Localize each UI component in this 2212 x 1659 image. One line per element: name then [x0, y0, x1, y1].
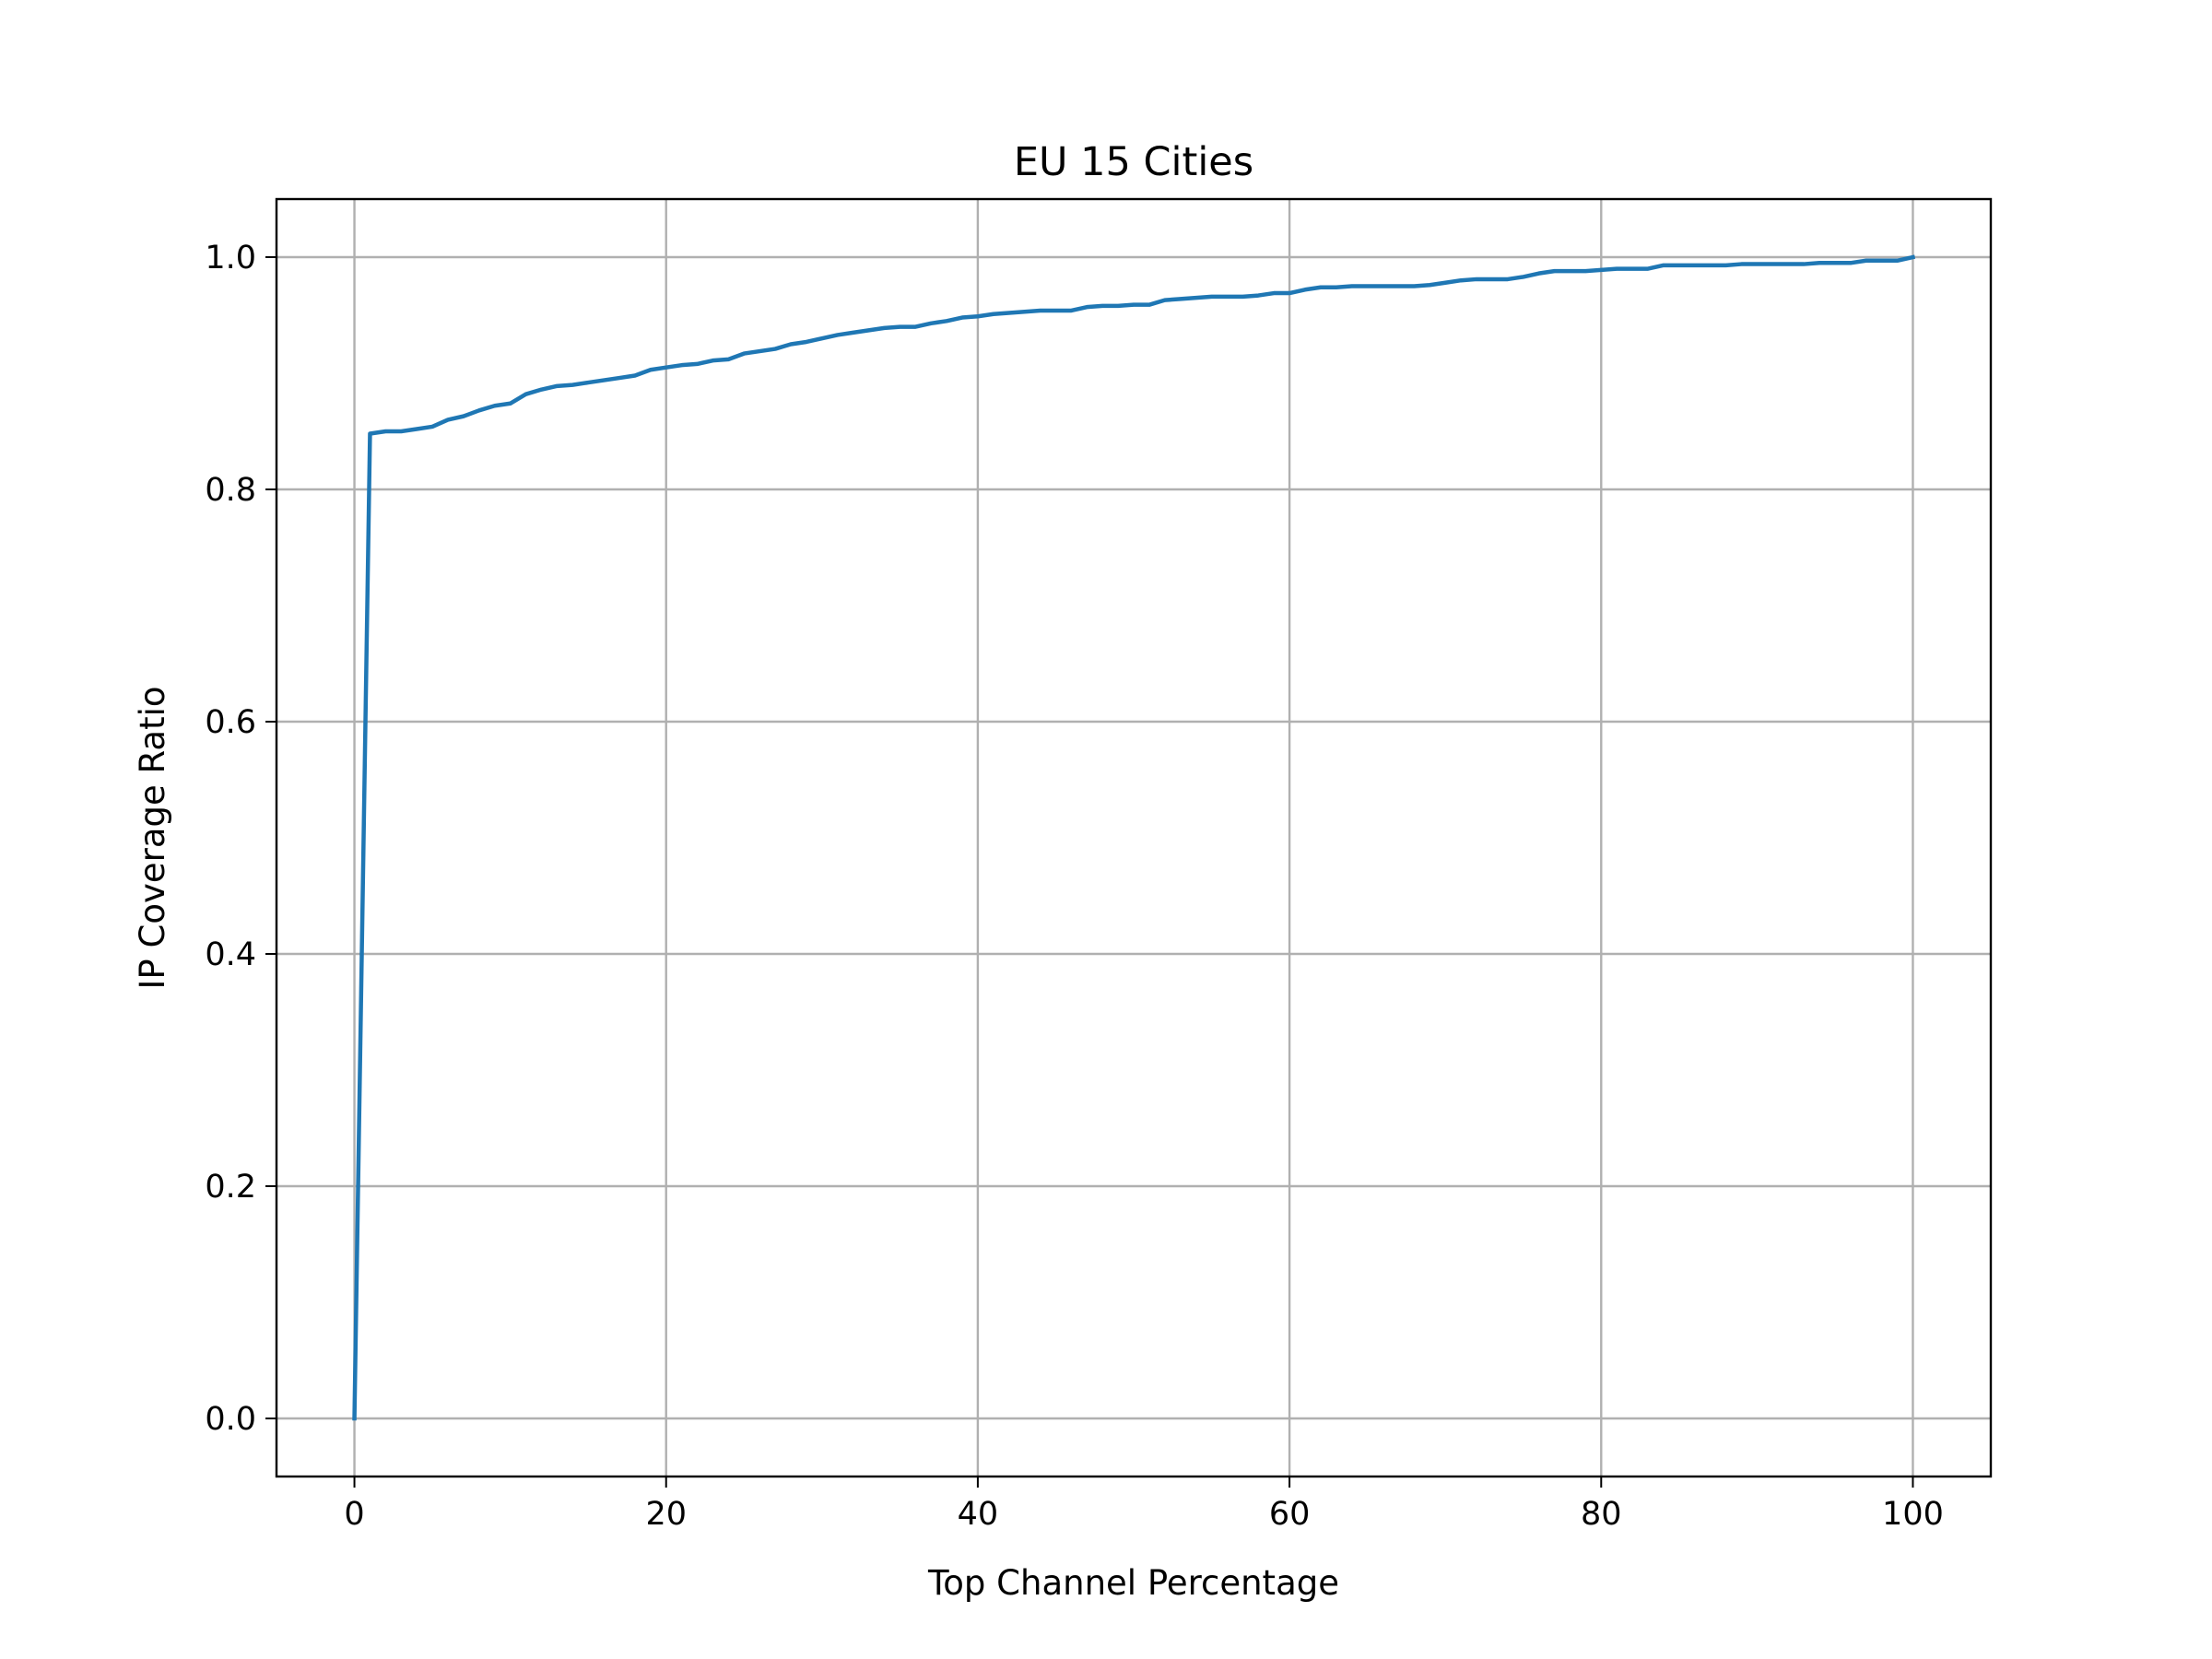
chart-title: EU 15 Cities [1014, 139, 1253, 185]
x-tick-label: 40 [958, 1496, 999, 1533]
y-tick-label: 0.0 [205, 1401, 256, 1438]
x-axis-label: Top Channel Percentage [927, 1563, 1339, 1603]
series-layer [352, 254, 1916, 1421]
y-tick-label: 0.4 [205, 936, 256, 973]
series-line [352, 254, 1916, 1421]
y-tick-label: 1.0 [205, 240, 256, 276]
y-tick-label: 0.6 [205, 704, 256, 741]
x-tick-label: 100 [1882, 1496, 1944, 1533]
y-tick-label: 0.8 [205, 472, 256, 509]
plot-frame [275, 197, 1993, 1478]
x-tick-label: 0 [344, 1496, 364, 1533]
axis-ticks: 0 20 40 60 80 100 0.0 0.2 0.4 0.6 0.8 1.0 [205, 240, 1944, 1533]
x-tick-label: 20 [645, 1496, 687, 1533]
x-tick-label: 80 [1581, 1496, 1622, 1533]
x-tick-label: 60 [1269, 1496, 1311, 1533]
y-tick-label: 0.2 [205, 1169, 256, 1206]
grid-lines [276, 199, 1991, 1477]
y-axis-label: IP Coverage Ratio [133, 686, 172, 989]
